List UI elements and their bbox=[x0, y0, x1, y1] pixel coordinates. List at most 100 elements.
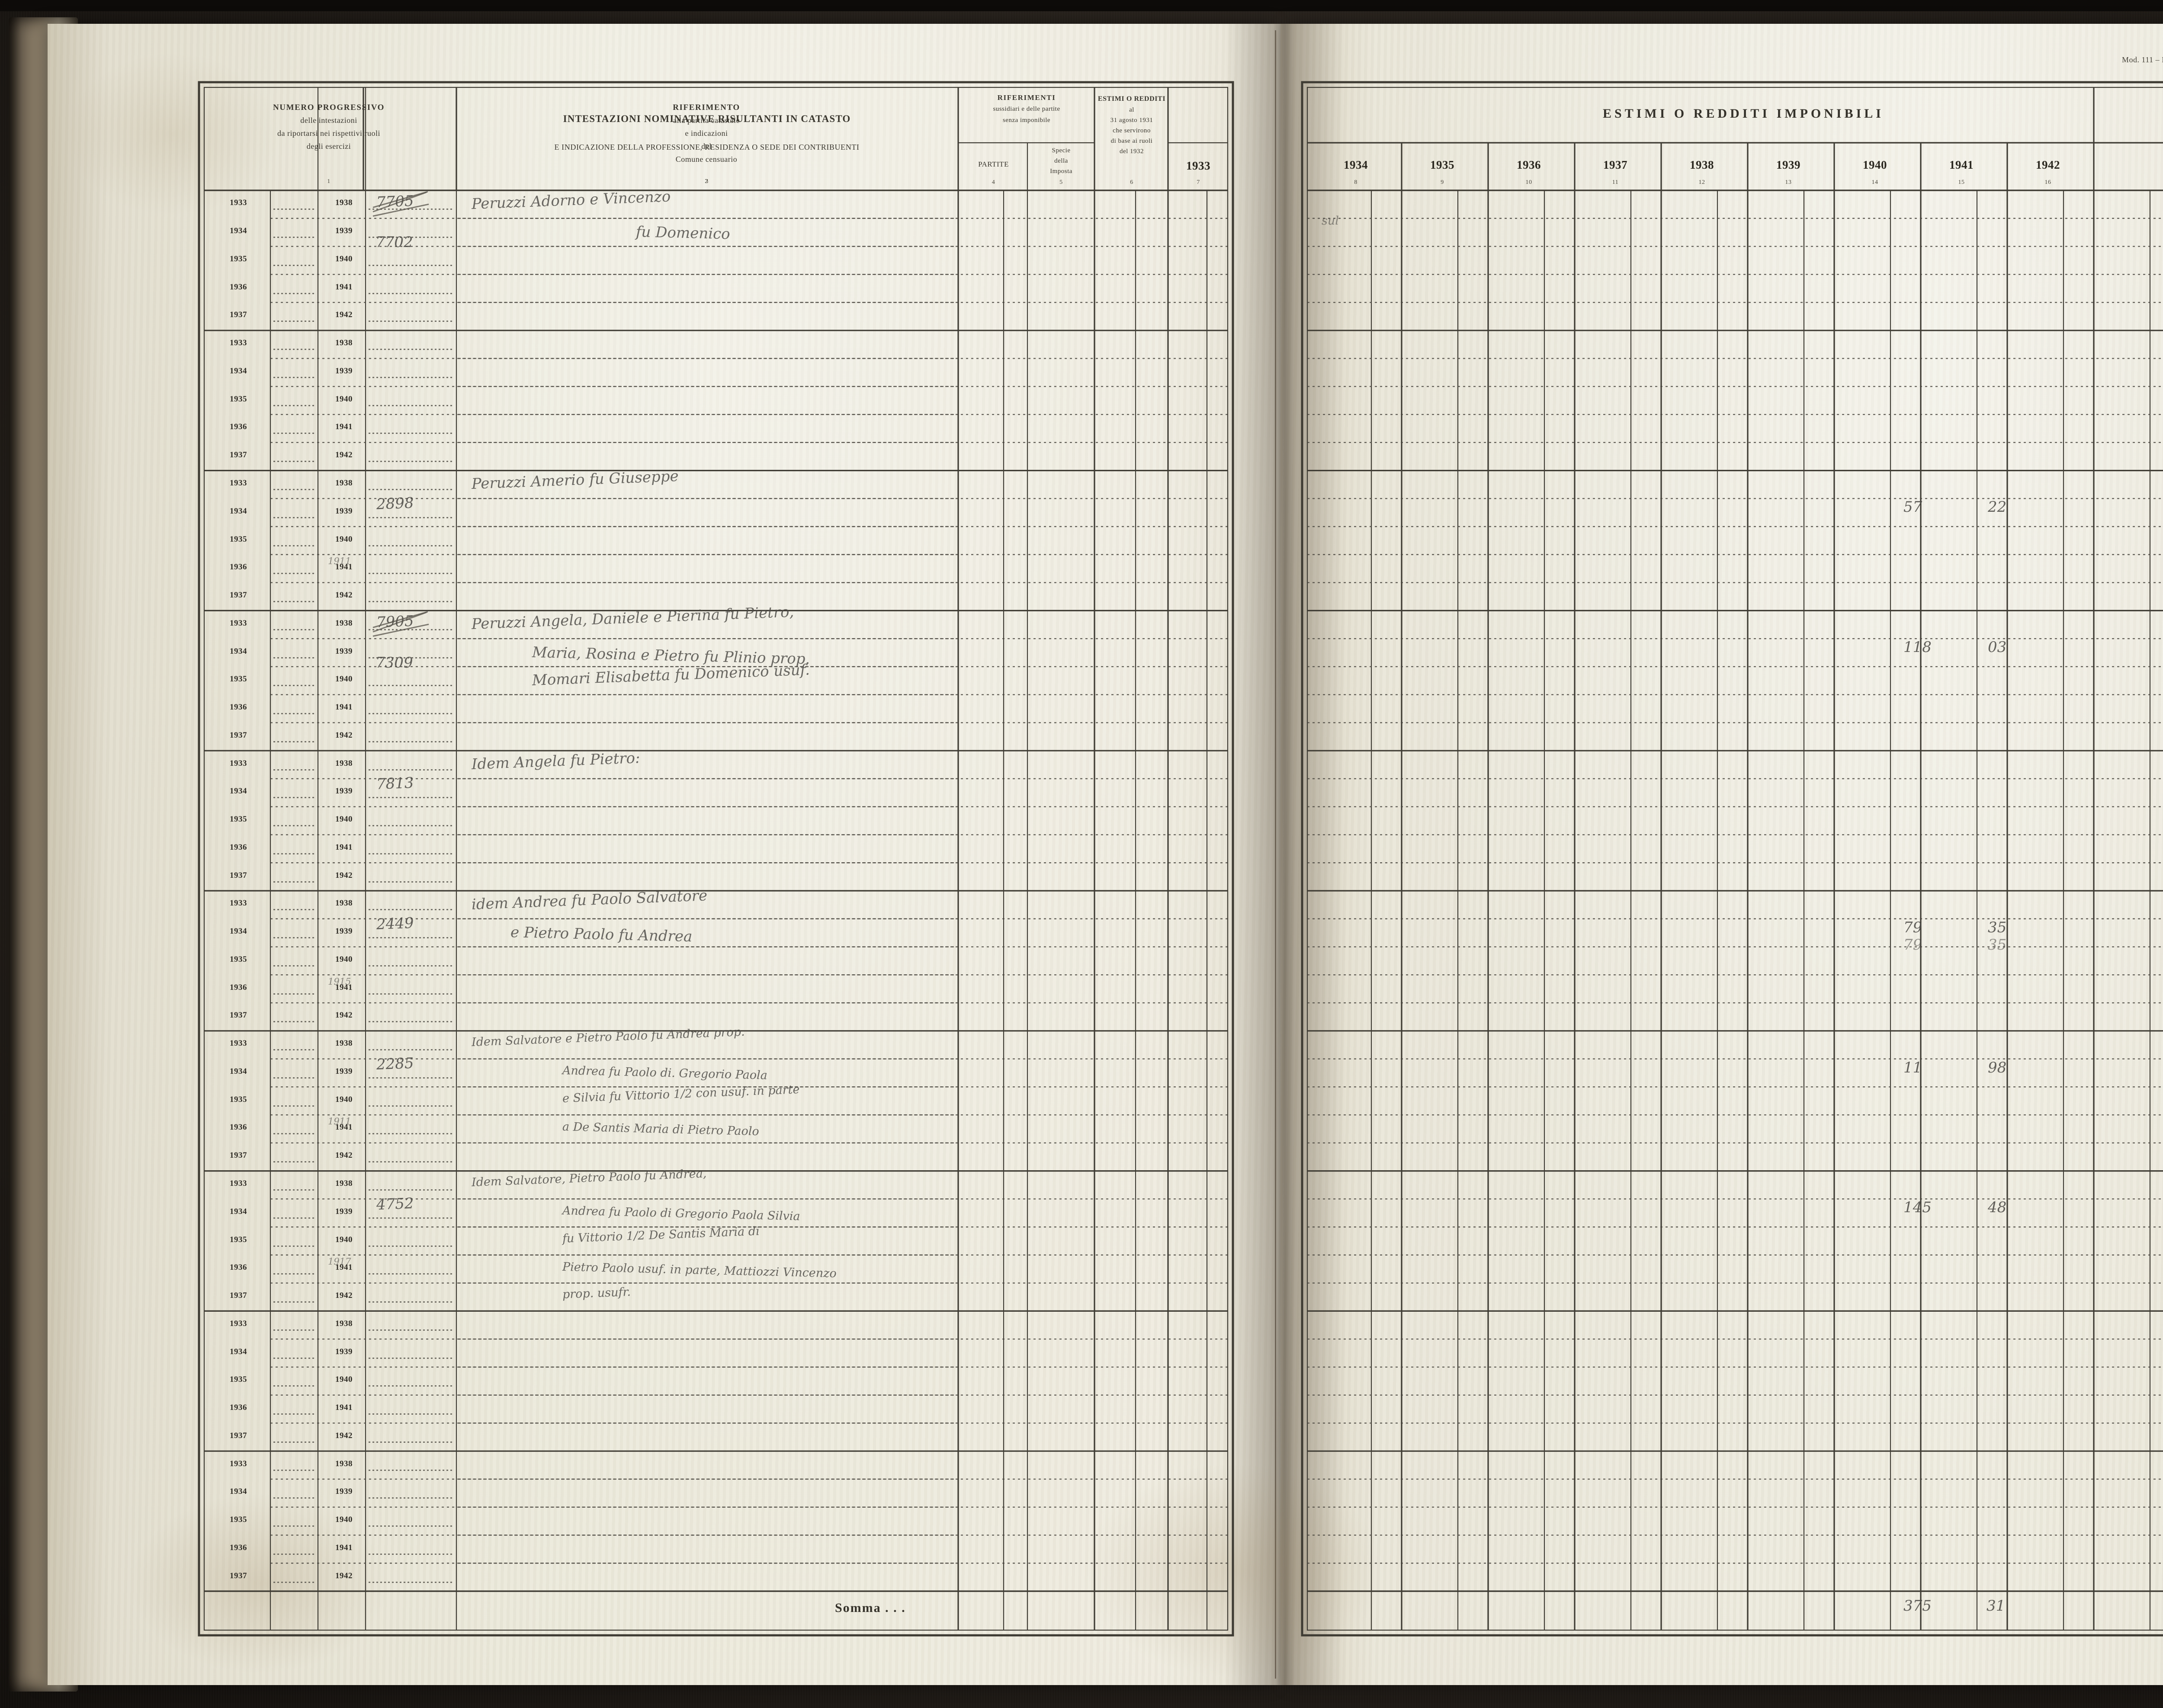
year-stub-right: 1938 bbox=[320, 899, 368, 908]
stub-dot-leader bbox=[273, 1329, 315, 1331]
stub-dot-leader bbox=[369, 1358, 453, 1359]
header-year-1935: 1935 bbox=[1402, 158, 1483, 172]
header-col6-line2: al bbox=[1095, 106, 1168, 114]
stub-dot-leader bbox=[273, 1301, 315, 1303]
header-partite-label: PARTITE bbox=[960, 160, 1027, 169]
stub-dot-leader bbox=[369, 685, 453, 686]
year-stub-left: 1936 bbox=[206, 983, 271, 992]
value-1941-cents-b4: 03 bbox=[1988, 639, 2006, 656]
year-stub-right: 1938 bbox=[320, 619, 368, 628]
year-stub-left: 1934 bbox=[206, 507, 271, 516]
year-stub-right: 1940 bbox=[320, 535, 368, 544]
header-col6-line6: del 1932 bbox=[1095, 148, 1168, 155]
stub-dot-leader bbox=[273, 461, 315, 462]
stub-dot-leader bbox=[369, 293, 453, 294]
stub-dot-leader bbox=[273, 713, 315, 714]
stub-dot-leader bbox=[273, 489, 315, 490]
year-stub-right: 1939 bbox=[320, 647, 368, 656]
year-stub-right: 1939 bbox=[320, 226, 368, 236]
year-stub-right: 1940 bbox=[320, 815, 368, 824]
year-stub-left: 1935 bbox=[206, 1095, 271, 1104]
year-stub-left: 1935 bbox=[206, 1515, 271, 1525]
stub-dot-leader bbox=[273, 433, 315, 434]
header-year-1934-number: 8 bbox=[1315, 179, 1396, 186]
stub-dot-leader bbox=[273, 853, 315, 854]
stub-dot-leader bbox=[273, 293, 315, 294]
year-stub-left: 1934 bbox=[206, 1347, 271, 1357]
year-stub-right: 1940 bbox=[320, 1095, 368, 1104]
stub-dot-leader bbox=[273, 377, 315, 378]
header-col6-line4: che servirono bbox=[1095, 127, 1168, 135]
header-year-1942: 1942 bbox=[2007, 158, 2089, 172]
stub-dot-leader bbox=[273, 209, 315, 210]
header-year-1936-number: 10 bbox=[1488, 179, 1569, 186]
year-stub-right: 1940 bbox=[320, 1235, 368, 1245]
stub-dot-leader bbox=[273, 1217, 315, 1219]
year-stub-left: 1937 bbox=[206, 871, 271, 880]
stub-dot-leader bbox=[369, 601, 453, 602]
year-stub-left: 1937 bbox=[206, 450, 271, 460]
stub-dot-leader bbox=[273, 545, 315, 546]
stub-dot-leader bbox=[369, 909, 453, 910]
header-year-1937-number: 11 bbox=[1575, 179, 1656, 186]
year-stub-right: 1938 bbox=[320, 759, 368, 768]
year-stub-right: 1941 bbox=[320, 703, 368, 712]
year-stub-left: 1937 bbox=[206, 1011, 271, 1020]
stub-dot-leader bbox=[273, 1442, 315, 1443]
year-stub-right: 1942 bbox=[320, 1151, 368, 1160]
year-stub-right: 1938 bbox=[320, 338, 368, 348]
year-stub-right: 1942 bbox=[320, 591, 368, 600]
year-stub-left: 1936 bbox=[206, 562, 271, 572]
year-stub-left: 1934 bbox=[206, 927, 271, 936]
stub-dot-leader bbox=[369, 489, 453, 490]
header-year-1939: 1939 bbox=[1748, 158, 1829, 172]
somma-value-1941: 375 bbox=[1903, 1597, 1932, 1615]
year-stub-right: 1938 bbox=[320, 198, 368, 208]
year-stub-right: 1942 bbox=[320, 1011, 368, 1020]
year-stub-left: 1937 bbox=[206, 1431, 271, 1441]
header-year-1940: 1940 bbox=[1834, 158, 1916, 172]
stub-dot-leader bbox=[273, 1470, 315, 1471]
value-1941-alt-cents-b6: 35 bbox=[1988, 936, 2006, 954]
header-col1-line2: delle intestazioni bbox=[203, 116, 454, 125]
year-stub-right: 1942 bbox=[320, 450, 368, 460]
stub-dot-leader bbox=[369, 1161, 453, 1162]
value-1941-alt-b6: 79 bbox=[1903, 936, 1922, 954]
stub-dot-leader bbox=[369, 545, 453, 546]
year-stub-left: 1933 bbox=[206, 1179, 271, 1188]
year-stub-right: 1942 bbox=[320, 731, 368, 740]
year-stub-right: 1941 bbox=[320, 422, 368, 432]
year-stub-left: 1933 bbox=[206, 198, 271, 208]
stub-dot-leader bbox=[369, 1273, 453, 1275]
stub-dot-leader bbox=[273, 797, 315, 798]
stub-dot-leader bbox=[273, 321, 315, 322]
stub-dot-leader bbox=[273, 657, 315, 658]
header-col1-number: 1 bbox=[203, 178, 454, 185]
year-stub-left: 1933 bbox=[206, 759, 271, 768]
value-1941-cents-b7: 98 bbox=[1988, 1059, 2006, 1076]
stub-dot-leader bbox=[273, 1161, 315, 1162]
stub-dot-leader bbox=[273, 573, 315, 574]
stub-dot-leader bbox=[369, 881, 453, 883]
stub-dot-leader bbox=[273, 1497, 315, 1499]
value-1933-b1: sul bbox=[1322, 214, 1339, 228]
stub-dot-leader bbox=[273, 1077, 315, 1079]
stub-dot-leader bbox=[273, 1385, 315, 1387]
year-stub-right: 1942 bbox=[320, 871, 368, 880]
entry-name-b8-l5: prop. usufr. bbox=[562, 1285, 631, 1301]
year-stub-left: 1935 bbox=[206, 674, 271, 684]
year-stub-left: 1937 bbox=[206, 731, 271, 740]
value-1941-b6: 79 bbox=[1903, 919, 1922, 936]
stub-dot-leader bbox=[369, 797, 453, 798]
stub-dot-leader bbox=[369, 433, 453, 434]
year-stub-left: 1934 bbox=[206, 366, 271, 376]
value-1941-b3: 57 bbox=[1903, 498, 1922, 516]
header-partite-number: 4 bbox=[960, 179, 1027, 186]
header-col6-number: 6 bbox=[1095, 179, 1168, 186]
year-stub-left: 1935 bbox=[206, 535, 271, 544]
stub-dot-leader bbox=[369, 517, 453, 518]
header-col1-line4: degli esercizi bbox=[203, 142, 454, 151]
year-stub-left: 1936 bbox=[206, 1123, 271, 1132]
year-stub-left: 1934 bbox=[206, 647, 271, 656]
stub-dot-leader bbox=[369, 825, 453, 826]
